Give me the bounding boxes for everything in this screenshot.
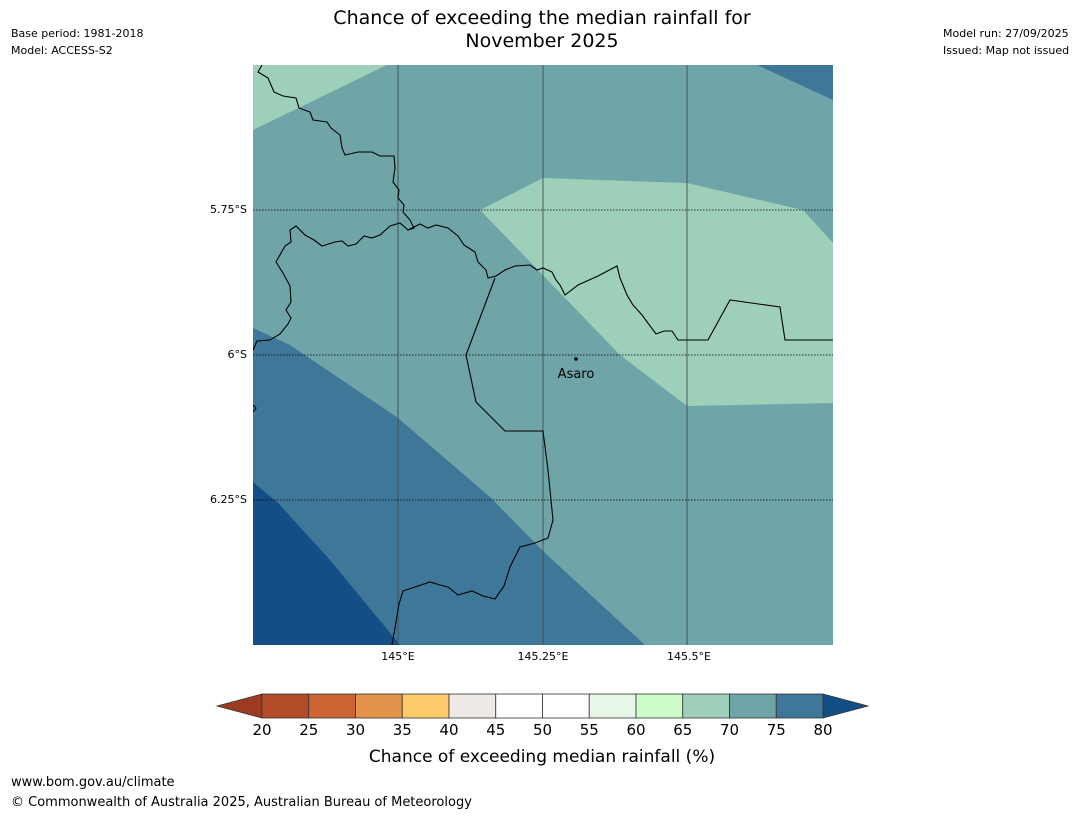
- lon-label-145-25: 145.25°E: [518, 650, 569, 663]
- lat-label-6: 6°S: [228, 348, 247, 361]
- rainfall-map: Asaro 5.75°S 6°S 6.25°S 145°E 145.25°E 1…: [210, 65, 833, 663]
- band-75-80-southwest: [253, 328, 645, 645]
- boundary-central: [407, 223, 833, 341]
- colorbar-tick-label: 20: [252, 721, 271, 739]
- title-line-2: November 2025: [465, 30, 619, 52]
- colorbar-under-arrow: [215, 693, 263, 719]
- asaro-label: Asaro: [558, 367, 595, 382]
- lat-label-5-75: 5.75°S: [210, 203, 247, 216]
- colorbar-segment: [635, 693, 684, 719]
- colorbar-segment: [542, 693, 590, 719]
- colorbar-segment: [775, 693, 824, 719]
- title-line-1: Chance of exceeding the median rainfall …: [333, 7, 751, 29]
- boundary-south: [391, 277, 554, 645]
- band-above-80-southwest: [253, 482, 400, 645]
- base-period-text: Base period: 1981-2018: [11, 27, 144, 40]
- colorbar-tick-label: 35: [393, 721, 412, 739]
- band-75-80-northeast: [757, 65, 833, 100]
- colorbar-segment: [448, 693, 497, 719]
- colorbar-segment: [308, 693, 356, 719]
- parallel-lines: [253, 209, 833, 501]
- lat-label-6-25: 6.25°S: [210, 493, 247, 506]
- colorbar-tick-label: 40: [439, 721, 458, 739]
- colorbar-segment: [261, 693, 310, 719]
- colorbar-segment: [355, 693, 403, 719]
- colorbar-group: 20 25 30 35 40 45 50 55 60 65 70 75 80: [215, 693, 870, 739]
- colorbar-tick-label: 70: [720, 721, 739, 739]
- lat-axis-labels: 5.75°S 6°S 6.25°S: [210, 203, 247, 506]
- model-text: Model: ACCESS-S2: [11, 44, 113, 57]
- colorbar-tick-label: 65: [673, 721, 692, 739]
- lon-axis-labels: 145°E 145.25°E 145.5°E: [381, 650, 711, 663]
- colorbar-tick-label: 25: [299, 721, 318, 739]
- colorbar-tick-label: 30: [346, 721, 365, 739]
- colorbar-segment: [495, 693, 543, 719]
- boundary-west-edge: [253, 404, 257, 413]
- colorbar-segment: [588, 693, 637, 719]
- boundary-north: [253, 65, 415, 351]
- colorbar-tick-label: 50: [533, 721, 552, 739]
- province-boundaries: [253, 65, 833, 645]
- colorbar-segment: [682, 693, 730, 719]
- asaro-marker: [574, 357, 578, 361]
- model-run-text: Model run: 27/09/2025: [943, 27, 1069, 40]
- colorbar-over-arrow: [822, 693, 870, 719]
- colorbar-tick-label: 80: [813, 721, 832, 739]
- lon-label-145: 145°E: [381, 650, 414, 663]
- colorbar-tick-label: 75: [767, 721, 786, 739]
- header-right: Model run: 27/09/2025 Issued: Map not is…: [943, 25, 1069, 59]
- map-title: Chance of exceeding the median rainfall …: [242, 7, 842, 53]
- footer-url: www.bom.gov.au/climate: [11, 775, 175, 790]
- colorbar-label: Chance of exceeding median rainfall (%): [369, 747, 715, 767]
- colorbar-tick-label: 55: [580, 721, 599, 739]
- colorbar-tick-label: 45: [486, 721, 505, 739]
- issued-text: Issued: Map not issued: [943, 44, 1070, 57]
- band-65-70-northwest: [253, 65, 387, 130]
- band-65-70-east: [480, 178, 833, 406]
- colorbar-segment: [401, 693, 450, 719]
- colorbar-segment: [729, 693, 777, 719]
- header-left: Base period: 1981-2018 Model: ACCESS-S2: [11, 25, 143, 59]
- lon-label-145-5: 145.5°E: [667, 650, 711, 663]
- colorbar-tick-label: 60: [626, 721, 645, 739]
- footer-copyright: © Commonwealth of Australia 2025, Austra…: [11, 795, 472, 810]
